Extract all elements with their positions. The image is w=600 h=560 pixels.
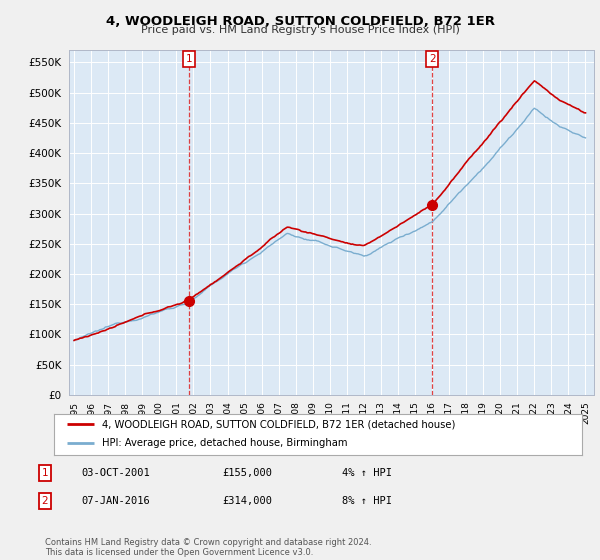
Text: 1: 1 [41, 468, 49, 478]
Text: 4, WOODLEIGH ROAD, SUTTON COLDFIELD, B72 1ER (detached house): 4, WOODLEIGH ROAD, SUTTON COLDFIELD, B72… [101, 419, 455, 429]
Text: 07-JAN-2016: 07-JAN-2016 [81, 496, 150, 506]
Text: 03-OCT-2001: 03-OCT-2001 [81, 468, 150, 478]
Text: 1: 1 [186, 54, 193, 64]
Text: 2: 2 [429, 54, 436, 64]
Text: Contains HM Land Registry data © Crown copyright and database right 2024.
This d: Contains HM Land Registry data © Crown c… [45, 538, 371, 557]
Text: Price paid vs. HM Land Registry's House Price Index (HPI): Price paid vs. HM Land Registry's House … [140, 25, 460, 35]
Text: £314,000: £314,000 [222, 496, 272, 506]
Text: 2: 2 [41, 496, 49, 506]
Text: HPI: Average price, detached house, Birmingham: HPI: Average price, detached house, Birm… [101, 438, 347, 449]
Text: 4, WOODLEIGH ROAD, SUTTON COLDFIELD, B72 1ER: 4, WOODLEIGH ROAD, SUTTON COLDFIELD, B72… [106, 15, 494, 27]
Text: 8% ↑ HPI: 8% ↑ HPI [342, 496, 392, 506]
Text: £155,000: £155,000 [222, 468, 272, 478]
Text: 4% ↑ HPI: 4% ↑ HPI [342, 468, 392, 478]
